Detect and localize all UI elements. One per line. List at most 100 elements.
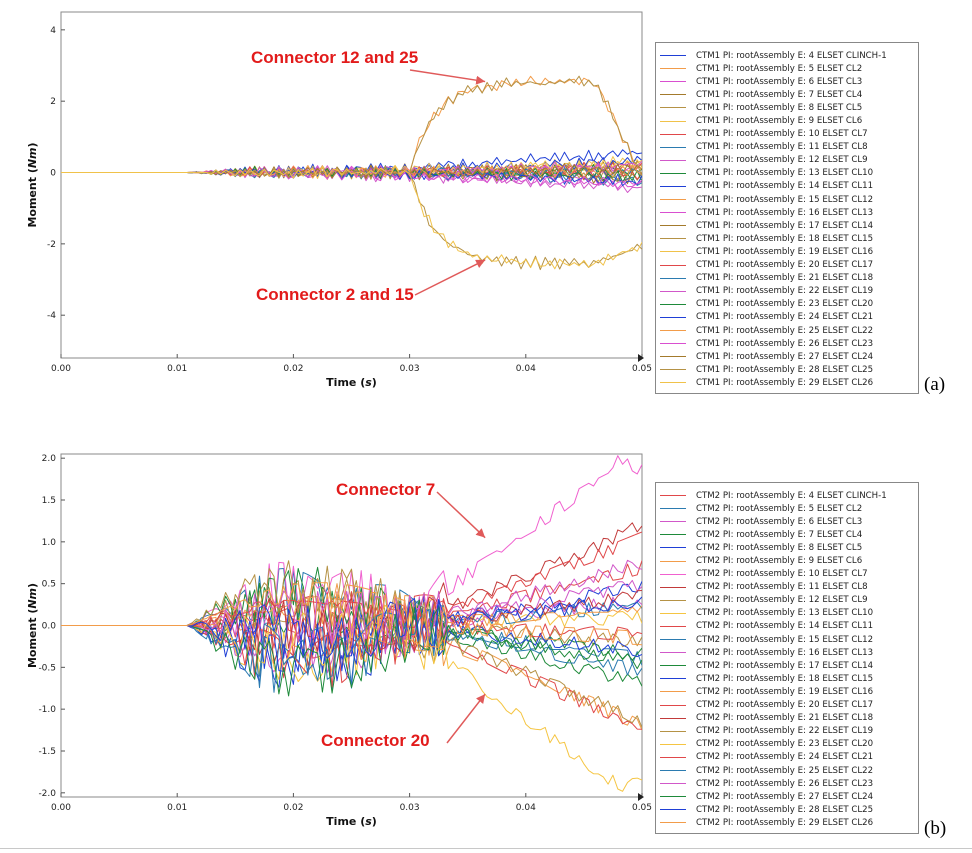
legend-label: CTM1 PI: rootAssembly E: 8 ELSET CL5 bbox=[696, 102, 863, 113]
legend-label: CTM1 PI: rootAssembly E: 29 ELSET CL26 bbox=[696, 377, 874, 388]
y-tick-label: -2.0 bbox=[38, 789, 56, 799]
x-tick-label: 0.01 bbox=[167, 364, 187, 374]
legend-swatch bbox=[660, 534, 686, 536]
legend-swatch bbox=[660, 356, 686, 358]
x-tick-label: 0.00 bbox=[51, 364, 71, 374]
chart-panel-b: 0.00 0.01 0.02 0.03 0.04 0.05 2.0 1.5 1.0 0.5 0.0 -… bbox=[0, 440, 972, 853]
chart-a-svg: 0.00 0.01 0.02 0.03 0.04 0.05 4 2 0 -2 -4 Time (s) M… bbox=[26, 11, 652, 389]
x-tick-label: 0.04 bbox=[516, 803, 536, 813]
legend-entry: CTM2 PI: rootAssembly E: 8 ELSET CL5 bbox=[660, 541, 914, 554]
annotation-connector-7: Connector 7 bbox=[336, 480, 436, 499]
legend-entry: CTM2 PI: rootAssembly E: 13 ELSET CL10 bbox=[660, 607, 914, 620]
legend-swatch bbox=[660, 756, 686, 758]
legend-swatch bbox=[660, 625, 686, 627]
annotation-arrow bbox=[409, 69, 486, 85]
legend-label: CTM2 PI: rootAssembly E: 19 ELSET CL16 bbox=[696, 686, 874, 697]
legend-label: CTM1 PI: rootAssembly E: 20 ELSET CL17 bbox=[696, 260, 874, 271]
y-axis-label: Moment (Nm) bbox=[26, 583, 39, 668]
legend-swatch bbox=[660, 783, 686, 785]
legend-entry: CTM2 PI: rootAssembly E: 7 ELSET CL4 bbox=[660, 528, 914, 541]
legend-label: CTM2 PI: rootAssembly E: 24 ELSET CL21 bbox=[696, 752, 874, 763]
legend-entry: CTM2 PI: rootAssembly E: 17 ELSET CL14 bbox=[660, 659, 914, 672]
x-tick-label: 0.05 bbox=[632, 803, 652, 813]
legend-swatch bbox=[660, 612, 686, 614]
legend-entry: CTM1 PI: rootAssembly E: 22 ELSET CL19 bbox=[660, 285, 914, 298]
legend-swatch bbox=[660, 172, 686, 174]
legend-label: CTM1 PI: rootAssembly E: 19 ELSET CL16 bbox=[696, 246, 874, 257]
legend-swatch bbox=[660, 68, 686, 70]
legend-label: CTM1 PI: rootAssembly E: 24 ELSET CL21 bbox=[696, 312, 874, 323]
chart-panel-a: 0.00 0.01 0.02 0.03 0.04 0.05 4 2 0 -2 -4 Time (s) M… bbox=[0, 0, 972, 420]
legend-swatch bbox=[660, 120, 686, 122]
series-group bbox=[61, 455, 642, 792]
legend-entry: CTM1 PI: rootAssembly E: 28 ELSET CL25 bbox=[660, 363, 914, 376]
legend-entry: CTM2 PI: rootAssembly E: 26 ELSET CL23 bbox=[660, 777, 914, 790]
legend-entry: CTM2 PI: rootAssembly E: 29 ELSET CL26 bbox=[660, 816, 914, 829]
legend-swatch bbox=[660, 316, 686, 318]
legend-label: CTM2 PI: rootAssembly E: 22 ELSET CL19 bbox=[696, 726, 874, 737]
legend-swatch bbox=[660, 704, 686, 706]
legend-entry: CTM2 PI: rootAssembly E: 19 ELSET CL16 bbox=[660, 685, 914, 698]
legend-swatch bbox=[660, 199, 686, 201]
legend-entry: CTM1 PI: rootAssembly E: 25 ELSET CL22 bbox=[660, 324, 914, 337]
y-tick-label: 0.5 bbox=[42, 580, 56, 590]
legend-entry: CTM1 PI: rootAssembly E: 10 ELSET CL7 bbox=[660, 128, 914, 141]
legend-swatch bbox=[660, 251, 686, 253]
legend-entry: CTM1 PI: rootAssembly E: 12 ELSET CL9 bbox=[660, 154, 914, 167]
x-tick-label: 0.00 bbox=[51, 803, 71, 813]
legend-entry: CTM1 PI: rootAssembly E: 9 ELSET CL6 bbox=[660, 114, 914, 127]
legend-swatch bbox=[660, 212, 686, 214]
legend-swatch bbox=[660, 107, 686, 109]
y-tick-label: 2.0 bbox=[42, 454, 57, 464]
legend-entry: CTM1 PI: rootAssembly E: 18 ELSET CL15 bbox=[660, 232, 914, 245]
annotation-arrow bbox=[446, 693, 486, 744]
legend-swatch bbox=[660, 547, 686, 549]
legend-entry: CTM1 PI: rootAssembly E: 4 ELSET CLINCH-… bbox=[660, 49, 914, 62]
legend-entry: CTM1 PI: rootAssembly E: 21 ELSET CL18 bbox=[660, 272, 914, 285]
y-tick-label: -0.5 bbox=[38, 663, 56, 673]
legend-entry: CTM1 PI: rootAssembly E: 29 ELSET CL26 bbox=[660, 376, 914, 389]
annotation-arrow bbox=[436, 491, 486, 539]
legend-entry: CTM2 PI: rootAssembly E: 25 ELSET CL22 bbox=[660, 764, 914, 777]
legend-label: CTM1 PI: rootAssembly E: 16 ELSET CL13 bbox=[696, 207, 874, 218]
legend-swatch bbox=[660, 303, 686, 305]
legend-swatch bbox=[660, 717, 686, 719]
legend-label: CTM2 PI: rootAssembly E: 6 ELSET CL3 bbox=[696, 516, 863, 527]
legend-swatch bbox=[660, 678, 686, 680]
legend-label: CTM2 PI: rootAssembly E: 20 ELSET CL17 bbox=[696, 700, 874, 711]
legend-label: CTM2 PI: rootAssembly E: 28 ELSET CL25 bbox=[696, 804, 874, 815]
legend-entry: CTM2 PI: rootAssembly E: 11 ELSET CL8 bbox=[660, 581, 914, 594]
y-tick-label: 0.0 bbox=[42, 622, 57, 632]
legend-label: CTM2 PI: rootAssembly E: 5 ELSET CL2 bbox=[696, 503, 863, 514]
x-tick-label: 0.02 bbox=[283, 364, 303, 374]
legend-swatch bbox=[660, 665, 686, 667]
legend-swatch bbox=[660, 770, 686, 772]
bottom-divider bbox=[0, 848, 972, 849]
legend-label: CTM1 PI: rootAssembly E: 11 ELSET CL8 bbox=[696, 142, 868, 153]
legend-swatch bbox=[660, 146, 686, 148]
legend-entry: CTM2 PI: rootAssembly E: 23 ELSET CL20 bbox=[660, 738, 914, 751]
legend-label: CTM2 PI: rootAssembly E: 11 ELSET CL8 bbox=[696, 582, 868, 593]
y-tick-label: -2 bbox=[47, 240, 56, 250]
legend-swatch bbox=[660, 822, 686, 824]
legend-label: CTM1 PI: rootAssembly E: 21 ELSET CL18 bbox=[696, 273, 874, 284]
panel-label-b: (b) bbox=[924, 818, 947, 839]
series-line bbox=[61, 165, 642, 270]
legend-entry: CTM2 PI: rootAssembly E: 18 ELSET CL15 bbox=[660, 672, 914, 685]
legend-swatch bbox=[660, 94, 686, 96]
legend-label: CTM2 PI: rootAssembly E: 17 ELSET CL14 bbox=[696, 660, 874, 671]
legend-entry: CTM1 PI: rootAssembly E: 11 ELSET CL8 bbox=[660, 141, 914, 154]
legend-label: CTM1 PI: rootAssembly E: 9 ELSET CL6 bbox=[696, 116, 863, 127]
legend-label: CTM2 PI: rootAssembly E: 4 ELSET CLINCH-… bbox=[696, 490, 887, 501]
legend-label: CTM1 PI: rootAssembly E: 17 ELSET CL14 bbox=[696, 220, 874, 231]
legend-label: CTM2 PI: rootAssembly E: 29 ELSET CL26 bbox=[696, 817, 874, 828]
annotation-arrow bbox=[414, 259, 486, 296]
legend-label: CTM2 PI: rootAssembly E: 15 ELSET CL12 bbox=[696, 634, 874, 645]
x-axis-label: Time (s) bbox=[326, 815, 377, 828]
plot-frame bbox=[60, 11, 643, 359]
legend-swatch bbox=[660, 55, 686, 57]
legend-entry: CTM2 PI: rootAssembly E: 21 ELSET CL18 bbox=[660, 712, 914, 725]
legend-swatch bbox=[660, 330, 686, 332]
legend-label: CTM2 PI: rootAssembly E: 10 ELSET CL7 bbox=[696, 569, 868, 580]
legend-label: CTM1 PI: rootAssembly E: 7 ELSET CL4 bbox=[696, 89, 863, 100]
